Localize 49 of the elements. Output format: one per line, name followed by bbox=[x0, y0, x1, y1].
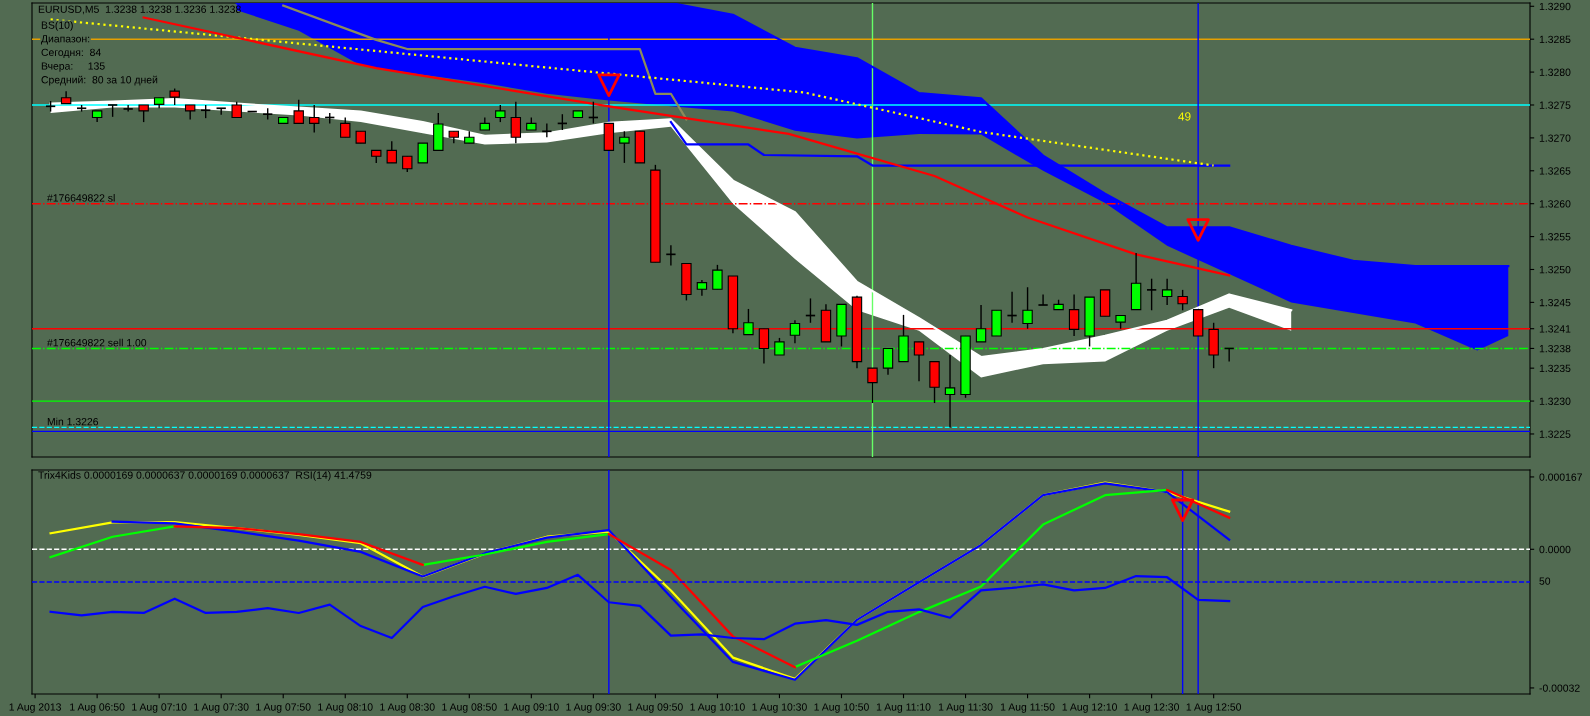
y-tick-label: 1.3280 bbox=[1539, 68, 1571, 76]
ref-line-label: #176649822 sl bbox=[47, 193, 115, 202]
y-tick-label: 1.3241 bbox=[1539, 325, 1571, 333]
y-tick-label: 1.3285 bbox=[1539, 35, 1571, 44]
y-tick-label: 1.3250 bbox=[1539, 265, 1571, 274]
annotation: Диапазон: bbox=[41, 35, 90, 45]
x-tick-label: 1 Aug 09:50 bbox=[628, 703, 683, 713]
x-tick-label: 1 Aug 2013 bbox=[9, 703, 61, 713]
x-tick-label: 1 Aug 07:30 bbox=[194, 703, 249, 713]
annotation: Сегодня: 84 bbox=[41, 48, 101, 59]
x-tick-label: 1 Aug 11:10 bbox=[876, 703, 931, 713]
annotation: Вчера: 135 bbox=[41, 62, 105, 72]
x-tick-label: 1 Aug 07:10 bbox=[132, 703, 187, 713]
x-tick-label: 1 Aug 08:10 bbox=[318, 703, 373, 713]
ref-line-label: Min 1.3226 bbox=[47, 417, 99, 426]
x-tick-label: 1 Aug 11:30 bbox=[938, 703, 993, 713]
annotation: BS(10) bbox=[41, 21, 73, 31]
annotation: Средний: 80 за 10 дней bbox=[41, 75, 158, 86]
x-tick-label: 1 Aug 12:30 bbox=[1124, 703, 1180, 713]
y-tick-label: 0.000167 bbox=[1539, 473, 1582, 481]
x-tick-label: 1 Aug 08:50 bbox=[442, 703, 497, 713]
x-tick-label: 1 Aug 12:10 bbox=[1062, 703, 1117, 713]
y-tick-label: 1.3230 bbox=[1539, 397, 1571, 405]
y-tick-label: 1.3238 bbox=[1539, 344, 1571, 353]
y-tick-label: -0.00032 bbox=[1539, 684, 1580, 692]
y-tick-label: 1.3275 bbox=[1539, 101, 1571, 109]
x-tick-label: 1 Aug 09:30 bbox=[566, 703, 621, 713]
y-tick-label: 1.3255 bbox=[1539, 233, 1571, 241]
ref-line-label: #176649822 sell 1.00 bbox=[47, 338, 147, 347]
y-tick-label: 1.3225 bbox=[1539, 430, 1571, 438]
x-tick-label: 1 Aug 09:10 bbox=[504, 703, 559, 713]
x-tick-label: 1 Aug 10:10 bbox=[690, 703, 745, 713]
y-tick-label: 1.3235 bbox=[1539, 364, 1571, 373]
x-tick-label: 1 Aug 07:50 bbox=[256, 703, 311, 713]
x-tick-label: 1 Aug 06:50 bbox=[70, 703, 125, 713]
y-tick-label: 1.3245 bbox=[1539, 298, 1571, 307]
text: 50 bbox=[1539, 577, 1551, 585]
x-tick-label: 1 Aug 12:50 bbox=[1186, 703, 1242, 713]
x-tick-label: 1 Aug 11:50 bbox=[1000, 703, 1055, 713]
y-tick-label: 1.3270 bbox=[1539, 134, 1571, 142]
chart-title: Trix4Kids 0.0000169 0.0000637 0.0000169 0.0000637 RSI(14) 41.4759 bbox=[38, 471, 372, 481]
annotation: 49 bbox=[1178, 112, 1191, 121]
y-tick-label: 1.3265 bbox=[1539, 167, 1571, 175]
x-tick-label: 1 Aug 10:50 bbox=[814, 703, 869, 713]
y-tick-label: 0.0000 bbox=[1539, 545, 1571, 554]
x-tick-label: 1 Aug 08:30 bbox=[380, 703, 435, 713]
y-tick-label: 1.3260 bbox=[1539, 200, 1571, 208]
x-tick-label: 1 Aug 10:30 bbox=[752, 703, 807, 713]
y-tick-label: 1.3290 bbox=[1539, 2, 1571, 11]
